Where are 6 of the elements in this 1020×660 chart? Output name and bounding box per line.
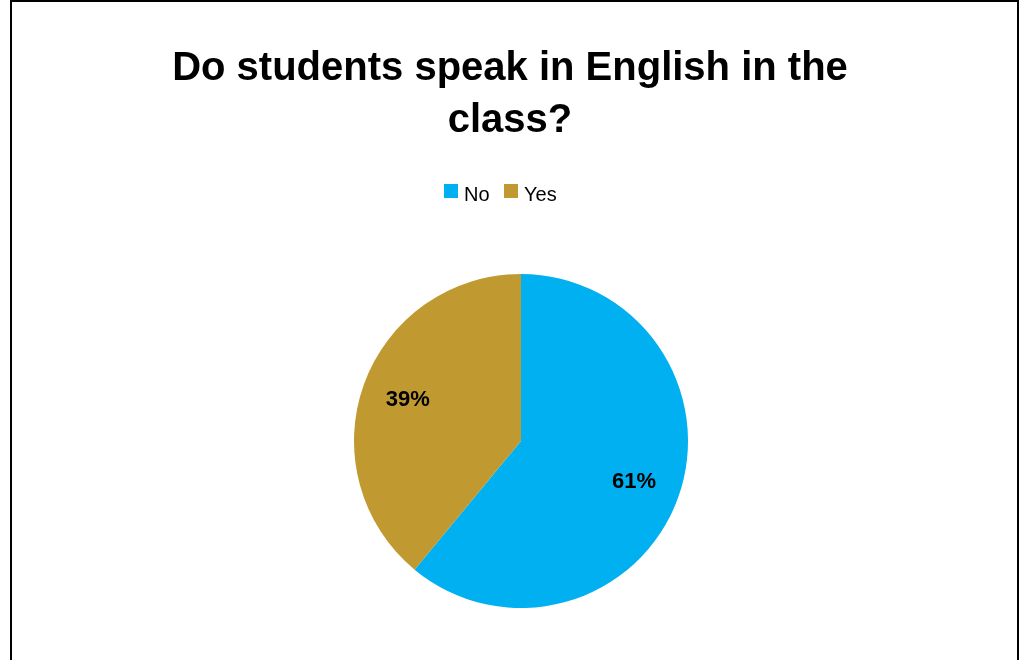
data-label: 61% [612,467,657,493]
chart-title: Do students speak in English in the class? [172,44,848,140]
legend-label: No [464,183,490,206]
legend-label: Yes [524,183,557,206]
pie-slice [354,274,521,570]
data-label: 39% [385,386,430,412]
